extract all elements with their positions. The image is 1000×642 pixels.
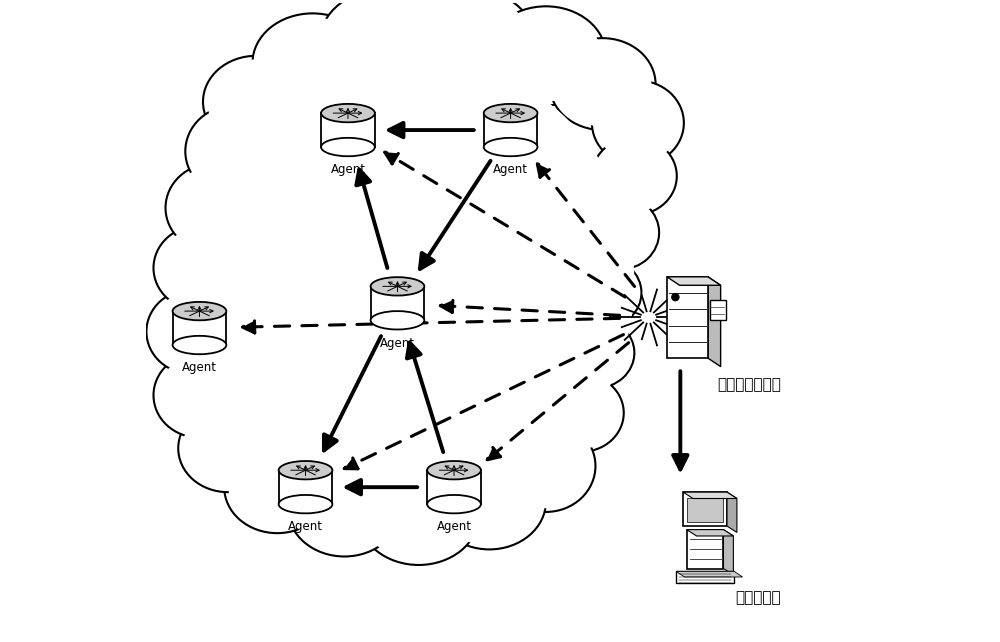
Ellipse shape [584,199,656,266]
Ellipse shape [496,420,595,512]
Bar [321,113,375,147]
Text: Agent: Agent [182,361,217,374]
Ellipse shape [560,320,631,385]
Ellipse shape [173,336,226,354]
Polygon shape [667,277,721,285]
Ellipse shape [279,495,332,514]
Ellipse shape [146,289,238,374]
Ellipse shape [182,408,273,489]
Ellipse shape [595,140,673,212]
Polygon shape [708,277,721,367]
Ellipse shape [567,260,638,325]
Ellipse shape [157,229,242,307]
Ellipse shape [542,377,620,449]
Polygon shape [723,530,733,575]
Polygon shape [676,571,743,577]
Text: Agent: Agent [330,163,365,177]
Ellipse shape [292,464,396,553]
Ellipse shape [166,163,262,252]
Ellipse shape [320,0,454,95]
Text: 集中管理服务器: 集中管理服务器 [717,377,781,392]
Ellipse shape [557,317,634,388]
Ellipse shape [169,167,258,249]
Bar [427,470,481,504]
Ellipse shape [185,105,284,197]
Bar [676,571,734,583]
Ellipse shape [433,453,546,550]
Ellipse shape [150,293,235,370]
Ellipse shape [157,356,242,434]
Text: Agent: Agent [288,521,323,534]
Ellipse shape [539,374,624,452]
Ellipse shape [153,225,245,310]
Bar [484,113,537,147]
Circle shape [672,293,679,300]
Polygon shape [687,530,733,536]
Ellipse shape [500,424,592,508]
Text: Agent: Agent [380,336,415,349]
Bar [279,470,332,504]
Ellipse shape [592,80,684,166]
Ellipse shape [401,0,535,95]
Ellipse shape [288,460,401,557]
Bar [683,492,727,526]
Ellipse shape [321,104,375,122]
Ellipse shape [178,404,277,492]
Ellipse shape [153,353,245,438]
Ellipse shape [486,6,606,105]
Ellipse shape [257,17,368,108]
Ellipse shape [173,302,226,320]
Ellipse shape [550,38,656,130]
Ellipse shape [224,441,330,533]
Ellipse shape [491,10,601,101]
Bar [687,498,723,522]
Ellipse shape [554,42,651,126]
Bar [710,300,726,320]
Ellipse shape [321,138,375,156]
Ellipse shape [207,60,305,144]
Ellipse shape [196,56,634,508]
Ellipse shape [252,13,373,112]
Bar [687,530,723,569]
Ellipse shape [427,495,481,514]
Ellipse shape [371,277,424,295]
Ellipse shape [406,0,530,91]
Polygon shape [727,492,737,532]
Polygon shape [683,492,737,498]
Ellipse shape [359,466,479,565]
Ellipse shape [484,138,537,156]
Ellipse shape [363,470,474,561]
Text: 监控计算机: 监控计算机 [735,590,780,605]
Ellipse shape [371,311,424,329]
Bar [371,286,424,320]
Bar [173,311,226,345]
Ellipse shape [325,0,449,91]
Ellipse shape [581,196,659,270]
Ellipse shape [279,461,332,480]
Ellipse shape [427,461,481,480]
Ellipse shape [564,257,641,328]
Ellipse shape [189,109,280,194]
Ellipse shape [203,56,309,148]
Ellipse shape [484,104,537,122]
Ellipse shape [228,445,326,530]
Ellipse shape [596,84,680,162]
Text: Agent: Agent [437,521,472,534]
Ellipse shape [592,137,677,215]
Ellipse shape [437,457,541,546]
Bar [667,277,708,358]
Text: Agent: Agent [493,163,528,177]
